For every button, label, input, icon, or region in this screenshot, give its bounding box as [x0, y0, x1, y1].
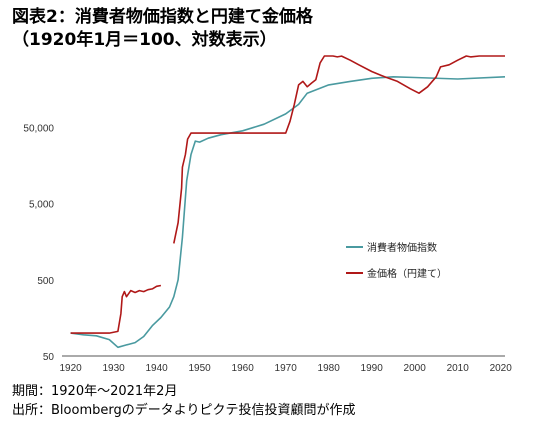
legend-label-0: 消費者物価指数: [367, 241, 437, 254]
x-tick-label-1970: 1970: [275, 363, 298, 374]
y-tick-label-500: 500: [37, 276, 54, 287]
series-1-line-segment-0: [70, 284, 162, 334]
period-note: 期間：1920年～2021年2月: [12, 384, 178, 399]
x-tick-label-1960: 1960: [232, 363, 255, 374]
x-tick-label-2010: 2010: [447, 363, 470, 374]
series-1-line-segment-1: [173, 55, 505, 244]
x-tick-label-1940: 1940: [145, 363, 168, 374]
chart-notes: 期間：1920年～2021年2月 出所：Bloombergのデータよりピクテ投信…: [12, 382, 355, 420]
x-tick-label-1930: 1930: [102, 363, 125, 374]
x-tick-label-1980: 1980: [318, 363, 341, 374]
y-tick-label-50: 50: [43, 352, 55, 363]
source-note: 出所：Bloombergのデータよりピクテ投信投資顧問が作成: [12, 403, 356, 418]
x-tick-label-1920: 1920: [59, 363, 82, 374]
y-tick-label-5000: 5,000: [29, 200, 54, 211]
chart-title: 図表2：消費者物価指数と円建て金価格 （1920年1月＝100、対数表示）: [12, 6, 313, 52]
x-tick-label-1950: 1950: [189, 363, 212, 374]
legend-label-1: 金価格（円建て）: [367, 267, 447, 280]
series-0-line-segment-0: [70, 76, 506, 349]
x-tick-label-2000: 2000: [404, 363, 427, 374]
title-line-2: （1920年1月＝100、対数表示）: [12, 30, 277, 50]
x-tick-label-2020: 2020: [490, 363, 513, 374]
title-line-1: 図表2：消費者物価指数と円建て金価格: [12, 7, 313, 27]
y-tick-label-50000: 50,000: [23, 123, 54, 134]
x-tick-label-1990: 1990: [361, 363, 384, 374]
